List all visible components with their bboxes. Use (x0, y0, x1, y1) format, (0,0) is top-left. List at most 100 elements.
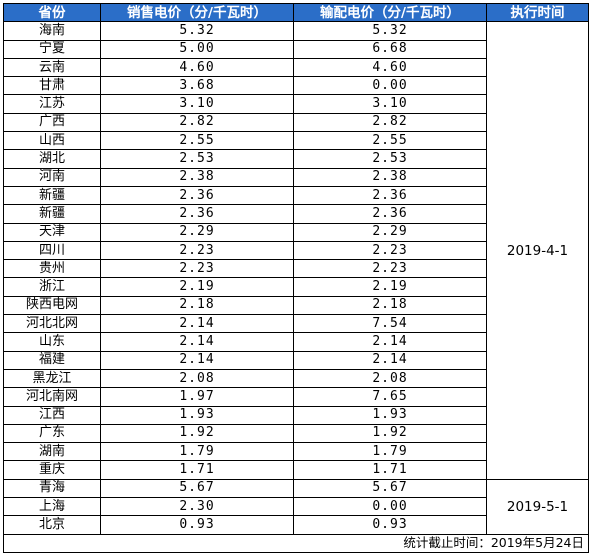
sales-price-cell: 2.14 (100, 332, 294, 352)
sales-price-cell: 2.38 (100, 167, 294, 187)
province-cell: 陕西电网 (3, 295, 101, 316)
transmission-price-cell: 2.23 (293, 240, 487, 261)
transmission-price-cell: 2.14 (293, 350, 487, 370)
transmission-price-cell: 4.60 (293, 57, 487, 78)
province-cell: 河南 (3, 167, 101, 187)
province-cell: 河北北网 (3, 314, 101, 334)
province-cell: 湖南 (3, 442, 101, 462)
transmission-price-cell: 2.82 (293, 112, 487, 133)
province-cell: 云南 (3, 57, 101, 78)
table-row: 福建 2.14 2.14 (3, 350, 589, 370)
transmission-price-cell: 1.93 (293, 405, 487, 425)
table-body: 海南 5.32 5.32 2019-4-1 宁夏 5.00 6.68 云南 4.60 4.60 甘肃… (3, 21, 589, 535)
province-cell: 浙江 (3, 277, 101, 297)
sales-price-cell: 2.14 (100, 350, 294, 370)
sales-price-cell: 2.08 (100, 368, 294, 389)
sales-price-cell: 2.18 (100, 295, 294, 316)
province-cell: 山西 (3, 131, 101, 151)
province-cell: 黑龙江 (3, 368, 101, 389)
transmission-price-cell: 1.79 (293, 442, 487, 462)
sales-price-cell: 2.30 (100, 497, 294, 517)
table-row: 云南 4.60 4.60 (3, 57, 589, 78)
sales-price-cell: 2.55 (100, 131, 294, 151)
transmission-price-cell: 2.14 (293, 332, 487, 352)
sales-price-cell: 1.79 (100, 442, 294, 462)
sales-price-cell: 2.29 (100, 222, 294, 242)
province-cell: 海南 (3, 21, 101, 41)
table-row: 河北南网 1.97 7.65 (3, 387, 589, 407)
sales-price-cell: 1.71 (100, 460, 294, 480)
transmission-price-cell: 1.71 (293, 460, 487, 480)
sales-price-cell: 3.68 (100, 76, 294, 96)
sales-price-cell: 5.00 (100, 39, 294, 59)
transmission-price-cell: 2.36 (293, 204, 487, 224)
sales-price-cell: 2.36 (100, 204, 294, 224)
province-cell: 上海 (3, 497, 101, 517)
province-cell: 广东 (3, 423, 101, 444)
sales-price-cell: 2.14 (100, 314, 294, 334)
sales-price-cell: 2.19 (100, 277, 294, 297)
table-row: 陕西电网 2.18 2.18 (3, 295, 589, 316)
header-sales-price: 销售电价（分/千瓦时） (100, 2, 294, 23)
price-table-container: 省份 销售电价（分/千瓦时） 输配电价（分/千瓦时） 执行时间 海南 5.32 5.… (3, 2, 589, 553)
table-footer-row: 统计截止时间：2019年5月24日 (3, 533, 589, 553)
transmission-price-cell: 0.00 (293, 76, 487, 96)
transmission-price-cell: 2.19 (293, 277, 487, 297)
province-cell: 天津 (3, 222, 101, 242)
table-row: 贵州 2.23 2.23 (3, 259, 589, 279)
table-header-row: 省份 销售电价（分/千瓦时） 输配电价（分/千瓦时） 执行时间 (3, 2, 589, 23)
province-cell: 青海 (3, 478, 101, 499)
transmission-price-cell: 0.00 (293, 497, 487, 517)
sales-price-cell: 2.23 (100, 240, 294, 261)
table-row: 重庆 1.71 1.71 (3, 460, 589, 480)
sales-price-cell: 2.36 (100, 185, 294, 206)
transmission-price-cell: 7.65 (293, 387, 487, 407)
electricity-price-table: 省份 销售电价（分/千瓦时） 输配电价（分/千瓦时） 执行时间 海南 5.32 5.… (3, 2, 589, 553)
transmission-price-cell: 1.92 (293, 423, 487, 444)
sales-price-cell: 1.93 (100, 405, 294, 425)
province-cell: 湖北 (3, 149, 101, 169)
province-cell: 甘肃 (3, 76, 101, 96)
transmission-price-cell: 2.18 (293, 295, 487, 316)
table-row: 江苏 3.10 3.10 (3, 94, 589, 114)
sales-price-cell: 2.23 (100, 259, 294, 279)
province-cell: 福建 (3, 350, 101, 370)
sales-price-cell: 5.32 (100, 21, 294, 41)
table-row: 四川 2.23 2.23 (3, 240, 589, 261)
table-row: 青海 5.67 5.67 2019-5-1 (3, 478, 589, 535)
province-cell: 北京 (3, 515, 101, 535)
transmission-price-cell: 5.67 (293, 478, 487, 499)
transmission-price-cell: 2.08 (293, 368, 487, 389)
transmission-price-cell: 2.53 (293, 149, 487, 169)
province-cell: 宁夏 (3, 39, 101, 59)
transmission-price-cell: 3.10 (293, 94, 487, 114)
sales-price-cell: 0.93 (100, 515, 294, 535)
province-cell: 河北南网 (3, 387, 101, 407)
table-row: 海南 5.32 5.32 2019-4-1 (3, 21, 589, 480)
effective-date-cell: 2019-5-1 (486, 478, 589, 535)
province-cell: 重庆 (3, 460, 101, 480)
province-cell: 江苏 (3, 94, 101, 114)
effective-date-cell: 2019-4-1 (486, 21, 589, 480)
sales-price-cell: 2.53 (100, 149, 294, 169)
header-province: 省份 (3, 2, 101, 23)
sales-price-cell: 1.92 (100, 423, 294, 444)
sales-price-cell: 3.10 (100, 94, 294, 114)
province-cell: 新疆 (3, 185, 101, 206)
table-row: 广西 2.82 2.82 (3, 112, 589, 133)
table-row: 北京 0.93 0.93 (3, 515, 589, 535)
province-cell: 山东 (3, 332, 101, 352)
province-cell: 江西 (3, 405, 101, 425)
sales-price-cell: 4.60 (100, 57, 294, 78)
transmission-price-cell: 2.55 (293, 131, 487, 151)
province-cell: 广西 (3, 112, 101, 133)
transmission-price-cell: 2.38 (293, 167, 487, 187)
header-transmission-price: 输配电价（分/千瓦时） (293, 2, 487, 23)
transmission-price-cell: 7.54 (293, 314, 487, 334)
header-effective-date: 执行时间 (486, 2, 589, 23)
sales-price-cell: 5.67 (100, 478, 294, 499)
sales-price-cell: 2.82 (100, 112, 294, 133)
sales-price-cell: 1.97 (100, 387, 294, 407)
transmission-price-cell: 2.36 (293, 185, 487, 206)
province-cell: 四川 (3, 240, 101, 261)
